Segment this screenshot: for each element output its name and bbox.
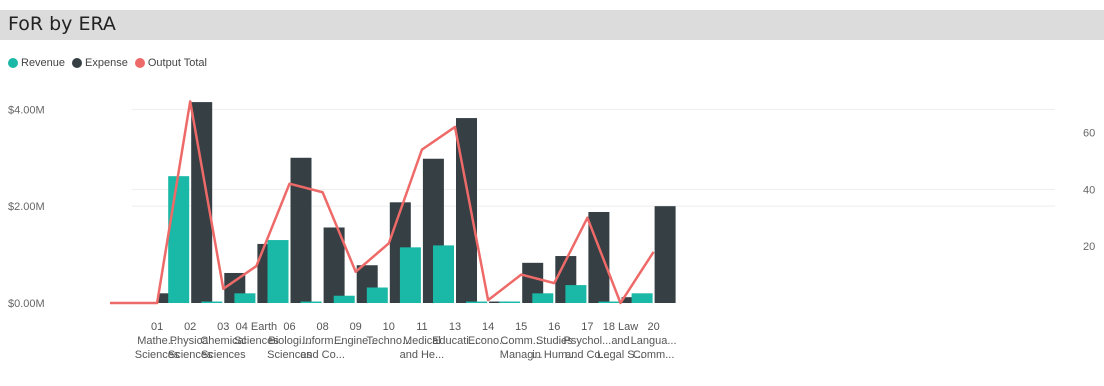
legend-label: Output Total <box>147 57 207 69</box>
legend-label: Expense <box>85 57 128 69</box>
revenue-bar[interactable] <box>267 240 289 303</box>
x-tick-label: 10 Techno... <box>366 321 411 347</box>
chart-title: FoR by ERA <box>8 13 116 35</box>
expense-bar[interactable] <box>654 206 676 303</box>
x-tick-label: 16 Studies in Hum... <box>532 321 576 361</box>
x-tick-label: 18 Law and Legal S... <box>597 321 643 361</box>
x-tick-label: 15 Comm... Manag... <box>500 321 543 361</box>
expense-bar[interactable] <box>290 157 312 303</box>
revenue-bar[interactable] <box>466 301 488 303</box>
x-tick-label: 20 Langua... Comm... <box>631 321 677 361</box>
legend-swatch <box>72 58 83 68</box>
x-tick-label: 17 Psychol... and Co... <box>564 321 612 361</box>
legend-item[interactable]: Revenue <box>8 57 65 69</box>
y-left-tick-label: $4.00M <box>8 104 45 116</box>
chart-title-bar: FoR by ERA <box>0 10 1104 40</box>
expense-bar[interactable] <box>191 102 213 304</box>
y-right-tick-label: 40 <box>1083 184 1095 196</box>
y-right-tick-label: 20 <box>1083 241 1095 253</box>
legend-swatch <box>8 58 18 68</box>
chart-legend: Revenue Expense Output Total <box>8 55 214 71</box>
revenue-bar[interactable] <box>300 301 322 303</box>
legend-swatch <box>134 58 145 68</box>
revenue-bar[interactable] <box>433 245 454 303</box>
x-tick-label: 02 Physical Sciences <box>168 321 213 361</box>
x-tick-label: 13 Educati... <box>432 321 478 347</box>
y-left-tick-label: $2.00M <box>8 201 45 213</box>
output-total-line[interactable] <box>110 100 655 305</box>
revenue-bar[interactable] <box>366 287 388 303</box>
x-tick-label: 06 Biologi... Sciences <box>267 321 312 361</box>
legend-item[interactable]: Expense <box>72 57 128 69</box>
x-tick-label: 09 Engine... <box>334 321 377 347</box>
x-tick-label: 01 Mathe... Sciences <box>135 321 180 361</box>
x-tick-label: 11 Medical and He... <box>400 321 445 361</box>
x-tick-label: 14 Econo... <box>468 321 508 347</box>
revenue-bar[interactable] <box>168 176 190 303</box>
x-tick-label: 04 Earth Sciences <box>234 321 279 347</box>
expense-bar[interactable] <box>522 262 544 303</box>
revenue-bar[interactable] <box>201 301 223 303</box>
revenue-bar[interactable] <box>333 295 355 303</box>
revenue-bar[interactable] <box>598 301 620 303</box>
y-left-tick-label: $0.00M <box>8 298 45 310</box>
x-tick-label: 08 Inform... and Co... <box>300 321 345 361</box>
x-tick-label: 03 Chemical Sciences <box>200 321 246 361</box>
revenue-bar[interactable] <box>565 285 587 303</box>
legend-item[interactable]: Output Total <box>134 57 207 69</box>
revenue-bar[interactable] <box>399 247 421 303</box>
y-right-tick-label: 60 <box>1083 128 1095 140</box>
revenue-bar[interactable] <box>234 293 256 303</box>
revenue-bar[interactable] <box>499 301 521 303</box>
expense-bar[interactable] <box>323 227 345 303</box>
revenue-bar[interactable] <box>532 293 554 303</box>
revenue-bar[interactable] <box>631 293 653 303</box>
legend-label: Revenue <box>21 57 66 69</box>
